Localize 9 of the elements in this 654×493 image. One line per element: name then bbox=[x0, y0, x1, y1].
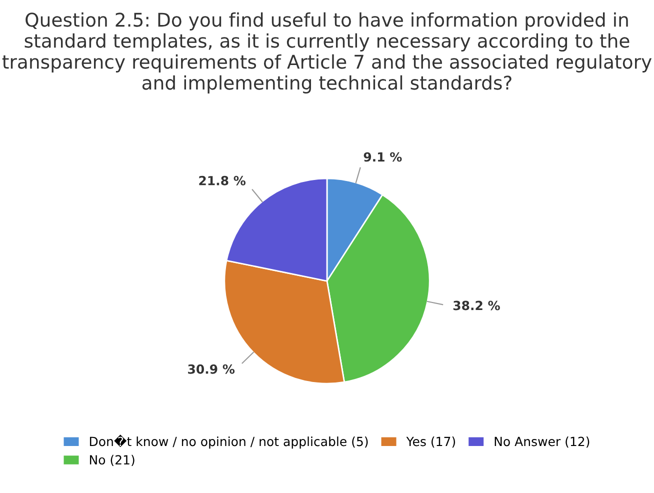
legend-label: No Answer (12) bbox=[494, 436, 590, 448]
data-label: 9.1 % bbox=[364, 152, 402, 162]
legend-label: No (21) bbox=[90, 454, 134, 466]
data-label: 38.2 % bbox=[453, 300, 500, 310]
data-label: 30.9 % bbox=[188, 364, 235, 374]
legend-label: Yes (17) bbox=[406, 436, 456, 448]
chart-title: Question 2.5: Do you find useful to have information provided in standard templates, as it is currently necessary according to the transparency requirements of Article 7 and the associated regulatory and implementing technical standards? bbox=[2, 12, 652, 94]
data-label: 21.8 % bbox=[199, 176, 246, 186]
legend-label: Don�t know / no opinion / not applicable (5) bbox=[90, 434, 368, 449]
